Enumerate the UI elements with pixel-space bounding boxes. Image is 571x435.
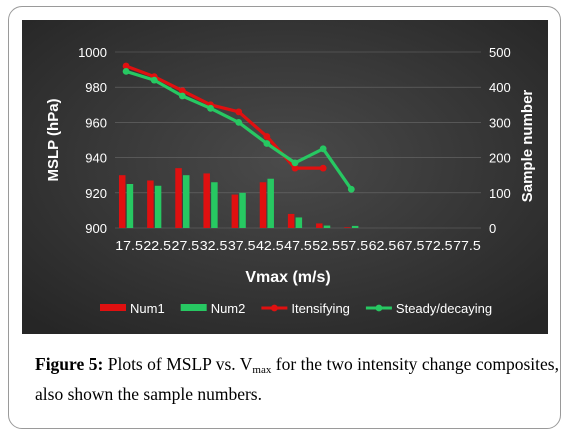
y-left-tick-label: 900 — [85, 221, 107, 236]
bar-num2 — [154, 185, 162, 228]
caption-label: Figure 5: — [35, 354, 104, 374]
x-axis-title: Vmax (m/s) — [245, 269, 330, 286]
legend-label: Steady/decaying — [396, 301, 492, 316]
y-right-tick-label: 300 — [489, 115, 511, 130]
bar-num1 — [231, 194, 239, 228]
series-point — [150, 76, 158, 84]
y-right-tick-label: 500 — [489, 45, 511, 60]
series-point — [235, 108, 243, 116]
y-right-tick-label: 200 — [489, 151, 511, 166]
y-right-axis-title: Sample number — [519, 90, 536, 203]
y-left-tick-label: 960 — [85, 115, 107, 130]
bar-num1 — [287, 213, 295, 228]
bar-num1 — [203, 173, 210, 228]
series-point — [263, 133, 271, 140]
caption-text-after: for the two intensity change composites,… — [35, 354, 559, 404]
legend-swatch-bar — [100, 304, 126, 311]
legend-label: Itensifying — [291, 301, 350, 316]
x-tick-label: 62.5 — [369, 238, 397, 253]
bar-num1 — [344, 227, 351, 228]
bar-num1 — [175, 168, 182, 228]
bar-num2 — [182, 175, 190, 228]
y-left-axis-title: MSLP (hPa) — [45, 98, 62, 181]
x-tick-label: 27.5 — [172, 238, 200, 253]
series-point — [291, 164, 299, 172]
legend-swatch-marker — [375, 304, 383, 312]
x-tick-label: 77.5 — [453, 238, 481, 253]
x-tick-label: 17.5 — [115, 238, 143, 253]
x-tick-label: 47.5 — [284, 238, 312, 253]
chart-background — [22, 20, 548, 334]
bar-num2 — [126, 184, 134, 228]
bar-num2 — [351, 225, 359, 228]
y-left-tick-label: 920 — [85, 186, 107, 201]
legend-label: Num1 — [130, 301, 165, 316]
x-tick-label: 22.5 — [143, 238, 171, 253]
y-left-tick-label: 980 — [85, 80, 107, 95]
bar-num1 — [147, 180, 154, 228]
bar-num2 — [211, 182, 218, 228]
series-point — [263, 140, 271, 147]
figure-caption: Figure 5: Plots of MSLP vs. Vmax for the… — [35, 352, 559, 406]
bar-num2 — [323, 225, 331, 228]
x-tick-label: 37.5 — [228, 238, 256, 253]
bar-num1 — [259, 182, 267, 228]
y-right-tick-label: 400 — [489, 80, 511, 95]
series-point — [235, 119, 243, 126]
series-point — [122, 67, 130, 75]
series-point — [122, 62, 130, 70]
x-tick-label: 67.5 — [397, 238, 425, 253]
caption-text-before: Plots of MSLP vs. V — [103, 354, 253, 374]
legend-swatch-marker — [270, 304, 278, 312]
series-point — [319, 145, 327, 153]
y-left-tick-label: 1000 — [78, 45, 107, 60]
series-line-itensifying — [125, 64, 324, 170]
legend-label: Num2 — [211, 301, 246, 316]
x-tick-label: 52.5 — [312, 238, 340, 253]
figure-frame: 900 920 940 960 980 1000 0 100 200 300 400 500 17.5 2… — [8, 6, 561, 429]
x-tick-label: 32.5 — [200, 238, 228, 253]
series-point — [291, 159, 299, 167]
caption-subscript: max — [252, 364, 272, 376]
legend-swatch-bar — [180, 304, 207, 311]
series-point — [347, 185, 355, 193]
bar-num2 — [295, 217, 303, 228]
series-point — [178, 87, 186, 95]
bar-num1 — [118, 175, 126, 228]
x-tick-label: 72.5 — [425, 238, 453, 253]
x-tick-label: 57.5 — [340, 238, 368, 253]
y-right-tick-label: 100 — [489, 186, 511, 201]
series-point — [207, 104, 214, 112]
y-left-tick-label: 940 — [85, 151, 107, 166]
series-point — [178, 92, 186, 100]
series-point — [319, 164, 327, 172]
bar-num1 — [316, 223, 323, 228]
x-tick-label: 42.5 — [256, 238, 284, 253]
y-right-tick-label: 0 — [489, 221, 496, 236]
bar-num2 — [267, 178, 274, 228]
bar-num2 — [239, 192, 246, 228]
